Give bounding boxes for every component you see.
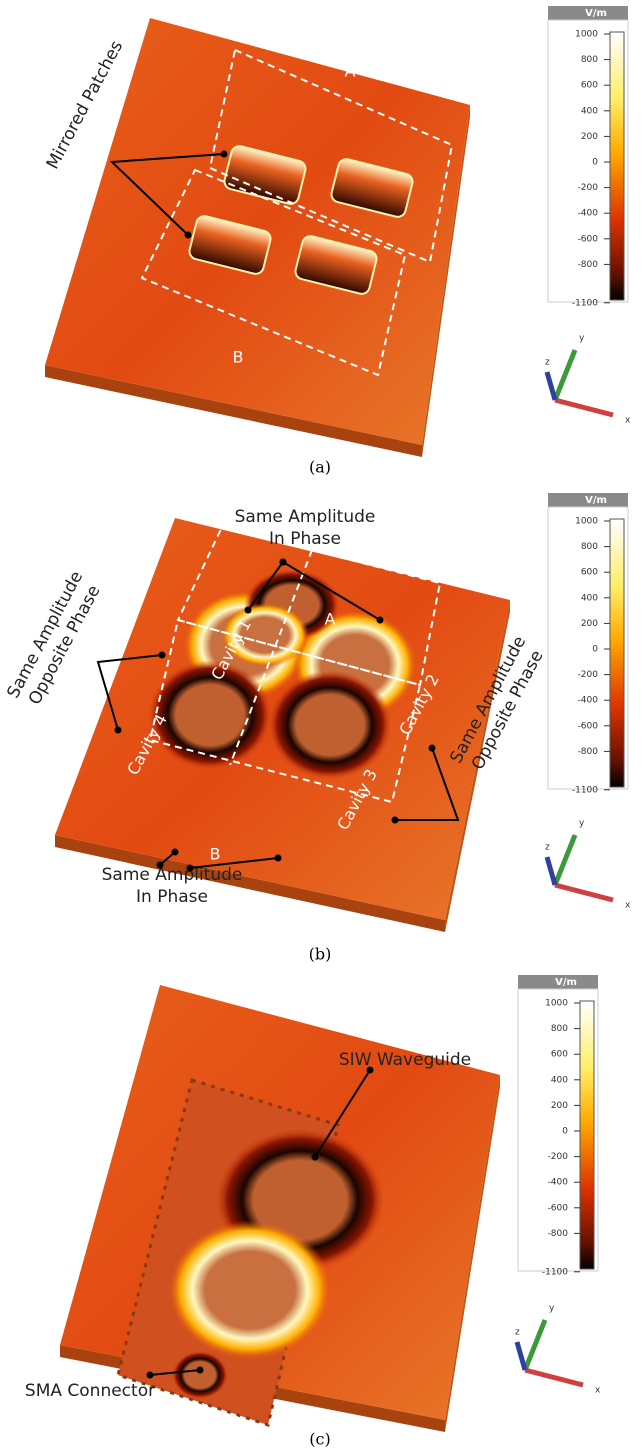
colorbar-tick-label: 600 xyxy=(551,1050,568,1060)
annotation-line: In Phase xyxy=(269,529,341,549)
colorbar-tick-label: 800 xyxy=(551,1024,568,1034)
axis-x xyxy=(555,885,613,900)
figure: ABMirrored PatchesV/m10008006004002000-2… xyxy=(0,0,643,1454)
field-null xyxy=(168,1220,332,1360)
colorbar-tick-label: -200 xyxy=(578,670,599,680)
annotation: Same AmplitudeOpposite Phase xyxy=(3,568,106,712)
axis-z xyxy=(547,372,555,400)
colorbar-tick-label: 0 xyxy=(562,1127,568,1137)
annotation: B xyxy=(233,348,244,367)
leader-dot xyxy=(367,1067,374,1074)
panel-label: (a) xyxy=(309,458,331,477)
leader-dot xyxy=(275,855,282,862)
colorbar-tick-label: 200 xyxy=(581,132,598,142)
connector xyxy=(172,1351,228,1399)
leader-dot xyxy=(159,652,166,659)
colorbar-unit: V/m xyxy=(555,977,577,988)
colorbar-tick-label: -600 xyxy=(548,1203,569,1213)
colorbar-tick-label: 400 xyxy=(551,1075,568,1085)
colorbar-tick-label: -800 xyxy=(548,1229,569,1239)
colorbar-tick-label: 1000 xyxy=(545,999,568,1009)
colorbar-tick-label: -1100 xyxy=(572,785,598,795)
colorbar-tick-label: -200 xyxy=(548,1152,569,1162)
axis-z xyxy=(547,857,555,885)
leader-dot xyxy=(187,865,194,872)
axis-z xyxy=(517,1342,525,1370)
colorbar-tick-label: 0 xyxy=(592,158,598,168)
annotation-line: Same Amplitude xyxy=(102,865,243,885)
axis-y xyxy=(525,1320,545,1370)
axis-label: x xyxy=(595,1386,601,1396)
annotation: B xyxy=(210,845,221,864)
colorbar-tick-label: 600 xyxy=(581,81,598,91)
colorbar-tick-label: 800 xyxy=(581,542,598,552)
leader-dot xyxy=(147,1372,154,1379)
annotation: SMA Connector xyxy=(25,1381,155,1401)
panel-label: (b) xyxy=(309,945,332,964)
colorbar-tick-label: -200 xyxy=(578,183,599,193)
axis-label: z xyxy=(545,843,550,853)
leader-dot xyxy=(312,1154,319,1161)
colorbar-tick-label: -400 xyxy=(578,209,599,219)
axis-label: z xyxy=(515,1328,520,1338)
colorbar-tick-label: -600 xyxy=(578,234,599,244)
axis-label: y xyxy=(579,819,585,829)
colorbar-gradient xyxy=(610,32,624,300)
axis-label: z xyxy=(545,358,550,368)
annotation: SIW Waveguide xyxy=(339,1050,471,1070)
annotation-line: In Phase xyxy=(136,887,208,907)
annotation: A xyxy=(345,62,356,81)
leader-dot xyxy=(157,862,164,869)
axis-y xyxy=(555,350,575,400)
axis-label: x xyxy=(625,416,631,426)
colorbar-tick-label: -600 xyxy=(578,721,599,731)
axis-label: y xyxy=(579,334,585,344)
axis-x xyxy=(555,400,613,415)
leader-dot xyxy=(172,849,179,856)
colorbar-tick-label: 800 xyxy=(581,55,598,65)
panel: SIW Waveguide SMA Connector V/m 1000 800 600 4… xyxy=(25,975,601,1449)
axis-label: y xyxy=(549,1304,555,1314)
colorbar-tick-label: -1100 xyxy=(572,298,598,308)
leader-dot xyxy=(197,1367,204,1374)
colorbar-tick-label: 1000 xyxy=(575,517,598,527)
colorbar-gradient xyxy=(580,1001,594,1269)
leader-dot xyxy=(280,559,287,566)
leader-dot xyxy=(392,817,399,824)
colorbar-tick-label: 400 xyxy=(581,106,598,116)
panel-label: (c) xyxy=(309,1430,330,1449)
colorbar-tick-label: 1000 xyxy=(575,30,598,40)
annotation: A xyxy=(325,610,336,629)
colorbar-tick-label: 400 xyxy=(581,593,598,603)
leader-dot xyxy=(377,617,384,624)
axis-label: x xyxy=(625,901,631,911)
colorbar-tick-label: -800 xyxy=(578,747,599,757)
colorbar-gradient xyxy=(610,519,624,787)
annotation-line: Same Amplitude xyxy=(235,507,376,527)
colorbar-unit: V/m xyxy=(585,495,607,506)
colorbar-tick-label: 600 xyxy=(581,568,598,578)
colorbar-tick-label: -400 xyxy=(578,696,599,706)
colorbar-tick-label: -1100 xyxy=(542,1267,568,1277)
leader-dot xyxy=(429,745,436,752)
leader-dot xyxy=(221,151,228,158)
colorbar-unit: V/m xyxy=(585,8,607,19)
colorbar-tick-label: 200 xyxy=(581,619,598,629)
axis-x xyxy=(525,1370,583,1385)
leader-dot xyxy=(115,727,122,734)
colorbar-tick-label: -800 xyxy=(578,260,599,270)
axis-y xyxy=(555,835,575,885)
leader-dot xyxy=(185,232,192,239)
colorbar-tick-label: 200 xyxy=(551,1101,568,1111)
colorbar-tick-label: -400 xyxy=(548,1178,569,1188)
cavity-field xyxy=(268,670,392,780)
colorbar-tick-label: 0 xyxy=(592,645,598,655)
leader-dot xyxy=(245,607,252,614)
